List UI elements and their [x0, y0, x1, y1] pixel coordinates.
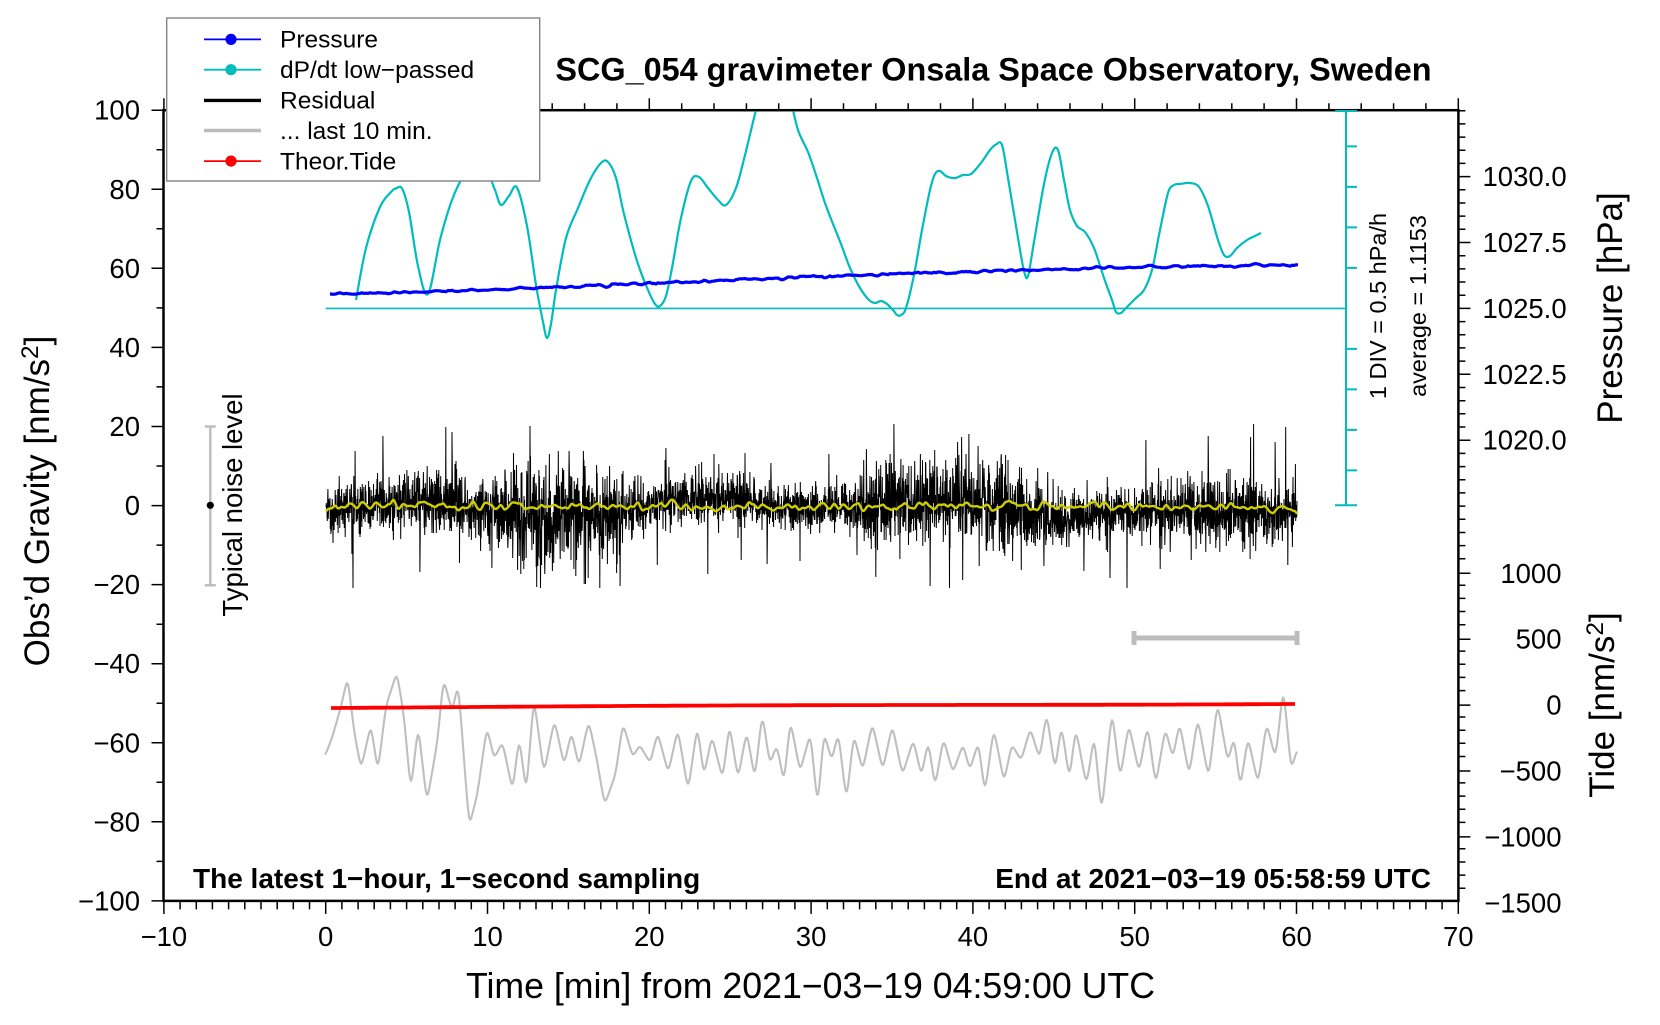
svg-text:20: 20	[109, 411, 140, 442]
svg-text:1000: 1000	[1500, 558, 1561, 589]
svg-text:60: 60	[1281, 921, 1312, 952]
svg-text:80: 80	[109, 174, 140, 205]
svg-text:1027.5: 1027.5	[1483, 227, 1567, 258]
svg-text:dP/dt low−passed: dP/dt low−passed	[280, 57, 474, 84]
svg-text:0: 0	[125, 490, 140, 521]
svg-text:... last 10 min.: ... last 10 min.	[280, 118, 433, 145]
svg-text:Pressure [hPa]: Pressure [hPa]	[1591, 192, 1630, 424]
svg-text:−10: −10	[141, 921, 188, 952]
svg-text:50: 50	[1119, 921, 1150, 952]
svg-text:End at 2021−03−19 05:58:59 UTC: End at 2021−03−19 05:58:59 UTC	[995, 863, 1431, 894]
svg-text:−500: −500	[1500, 756, 1562, 787]
svg-text:30: 30	[796, 921, 827, 952]
svg-text:−20: −20	[93, 569, 140, 600]
svg-text:Obs’d Gravity [nm/s2]: Obs’d Gravity [nm/s2]	[17, 336, 57, 667]
svg-text:10: 10	[472, 921, 503, 952]
svg-text:1020.0: 1020.0	[1483, 425, 1567, 456]
svg-text:Tide [nm/s2]: Tide [nm/s2]	[1582, 612, 1622, 797]
svg-text:70: 70	[1443, 921, 1474, 952]
svg-text:20: 20	[634, 921, 665, 952]
svg-text:1022.5: 1022.5	[1483, 359, 1567, 390]
svg-text:Time [min] from 2021−03−19 04:: Time [min] from 2021−03−19 04:59:00 UTC	[466, 966, 1155, 1006]
svg-text:1025.0: 1025.0	[1483, 293, 1567, 324]
svg-text:0: 0	[1546, 690, 1561, 721]
svg-text:Residual: Residual	[280, 88, 375, 115]
svg-text:Theor.Tide: Theor.Tide	[280, 148, 396, 175]
svg-text:0: 0	[318, 921, 333, 952]
svg-text:60: 60	[109, 253, 140, 284]
svg-text:SCG_054 gravimeter Onsala Spac: SCG_054 gravimeter Onsala Space Observat…	[555, 52, 1431, 88]
svg-text:500: 500	[1516, 624, 1562, 655]
svg-text:The latest 1−hour, 1−second sa: The latest 1−hour, 1−second sampling	[193, 863, 700, 894]
svg-text:−60: −60	[93, 727, 140, 758]
svg-text:1030.0: 1030.0	[1483, 161, 1567, 192]
svg-text:100: 100	[94, 95, 140, 126]
svg-text:1 DIV = 0.5 hPa/h: 1 DIV = 0.5 hPa/h	[1365, 213, 1391, 399]
svg-text:−1500: −1500	[1484, 887, 1561, 918]
svg-text:Pressure: Pressure	[280, 27, 378, 54]
svg-text:−1000: −1000	[1484, 821, 1561, 852]
svg-text:average = 1.1153: average = 1.1153	[1405, 215, 1431, 397]
svg-text:40: 40	[958, 921, 989, 952]
svg-text:−40: −40	[93, 648, 140, 679]
svg-text:−80: −80	[93, 806, 140, 837]
svg-text:Typical noise level: Typical noise level	[217, 393, 248, 616]
svg-text:40: 40	[109, 332, 140, 363]
svg-text:−100: −100	[78, 885, 140, 916]
